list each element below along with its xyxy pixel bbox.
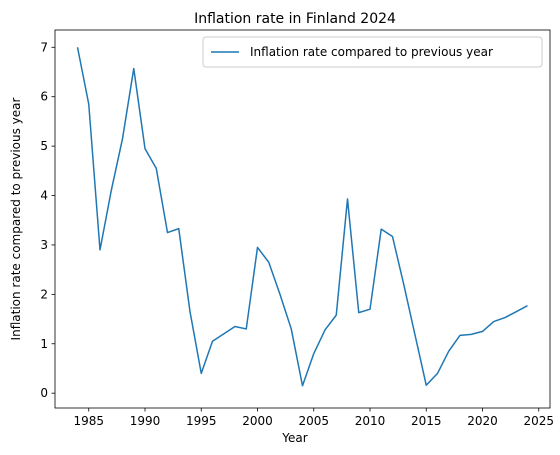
x-tick-label: 2000 <box>242 414 273 428</box>
y-tick-label: 5 <box>40 139 48 153</box>
y-axis-label: Inflation rate compared to previous year <box>9 97 23 340</box>
y-tick-label: 4 <box>40 189 48 203</box>
x-tick-label: 1985 <box>73 414 104 428</box>
legend: Inflation rate compared to previous year <box>202 36 543 68</box>
x-axis-label: Year <box>281 431 307 445</box>
y-tick-label: 2 <box>40 287 48 301</box>
x-tick-label: 1990 <box>130 414 161 428</box>
x-tick-label: 1995 <box>186 414 217 428</box>
x-tick-label: 2020 <box>467 414 498 428</box>
y-tick-label: 3 <box>40 238 48 252</box>
tick-group: 1985 1990 1995 2000 2005 2010 2015 2020 2025 0 1 2 3… <box>40 40 554 428</box>
x-tick-label: 2025 <box>523 414 554 428</box>
series-group <box>76 47 528 387</box>
y-tick-label: 6 <box>40 90 48 104</box>
x-tick-label: 2005 <box>298 414 329 428</box>
x-tick-label: 2015 <box>411 414 442 428</box>
y-tick-label: 7 <box>40 40 48 54</box>
chart-title: Inflation rate in Finland 2024 <box>194 11 396 27</box>
plot-frame <box>54 29 551 409</box>
legend-box <box>202 36 543 68</box>
y-tick-label: 1 <box>40 337 48 351</box>
x-tick-label: 2010 <box>355 414 386 428</box>
legend-label: Inflation rate compared to previous year <box>250 45 493 59</box>
y-tick-label: 0 <box>40 386 48 400</box>
series-line <box>76 47 528 387</box>
